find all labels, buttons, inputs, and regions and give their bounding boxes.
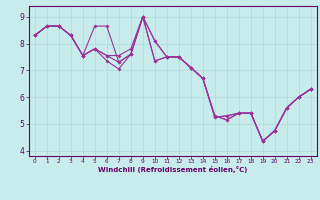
X-axis label: Windchill (Refroidissement éolien,°C): Windchill (Refroidissement éolien,°C) <box>98 166 247 173</box>
